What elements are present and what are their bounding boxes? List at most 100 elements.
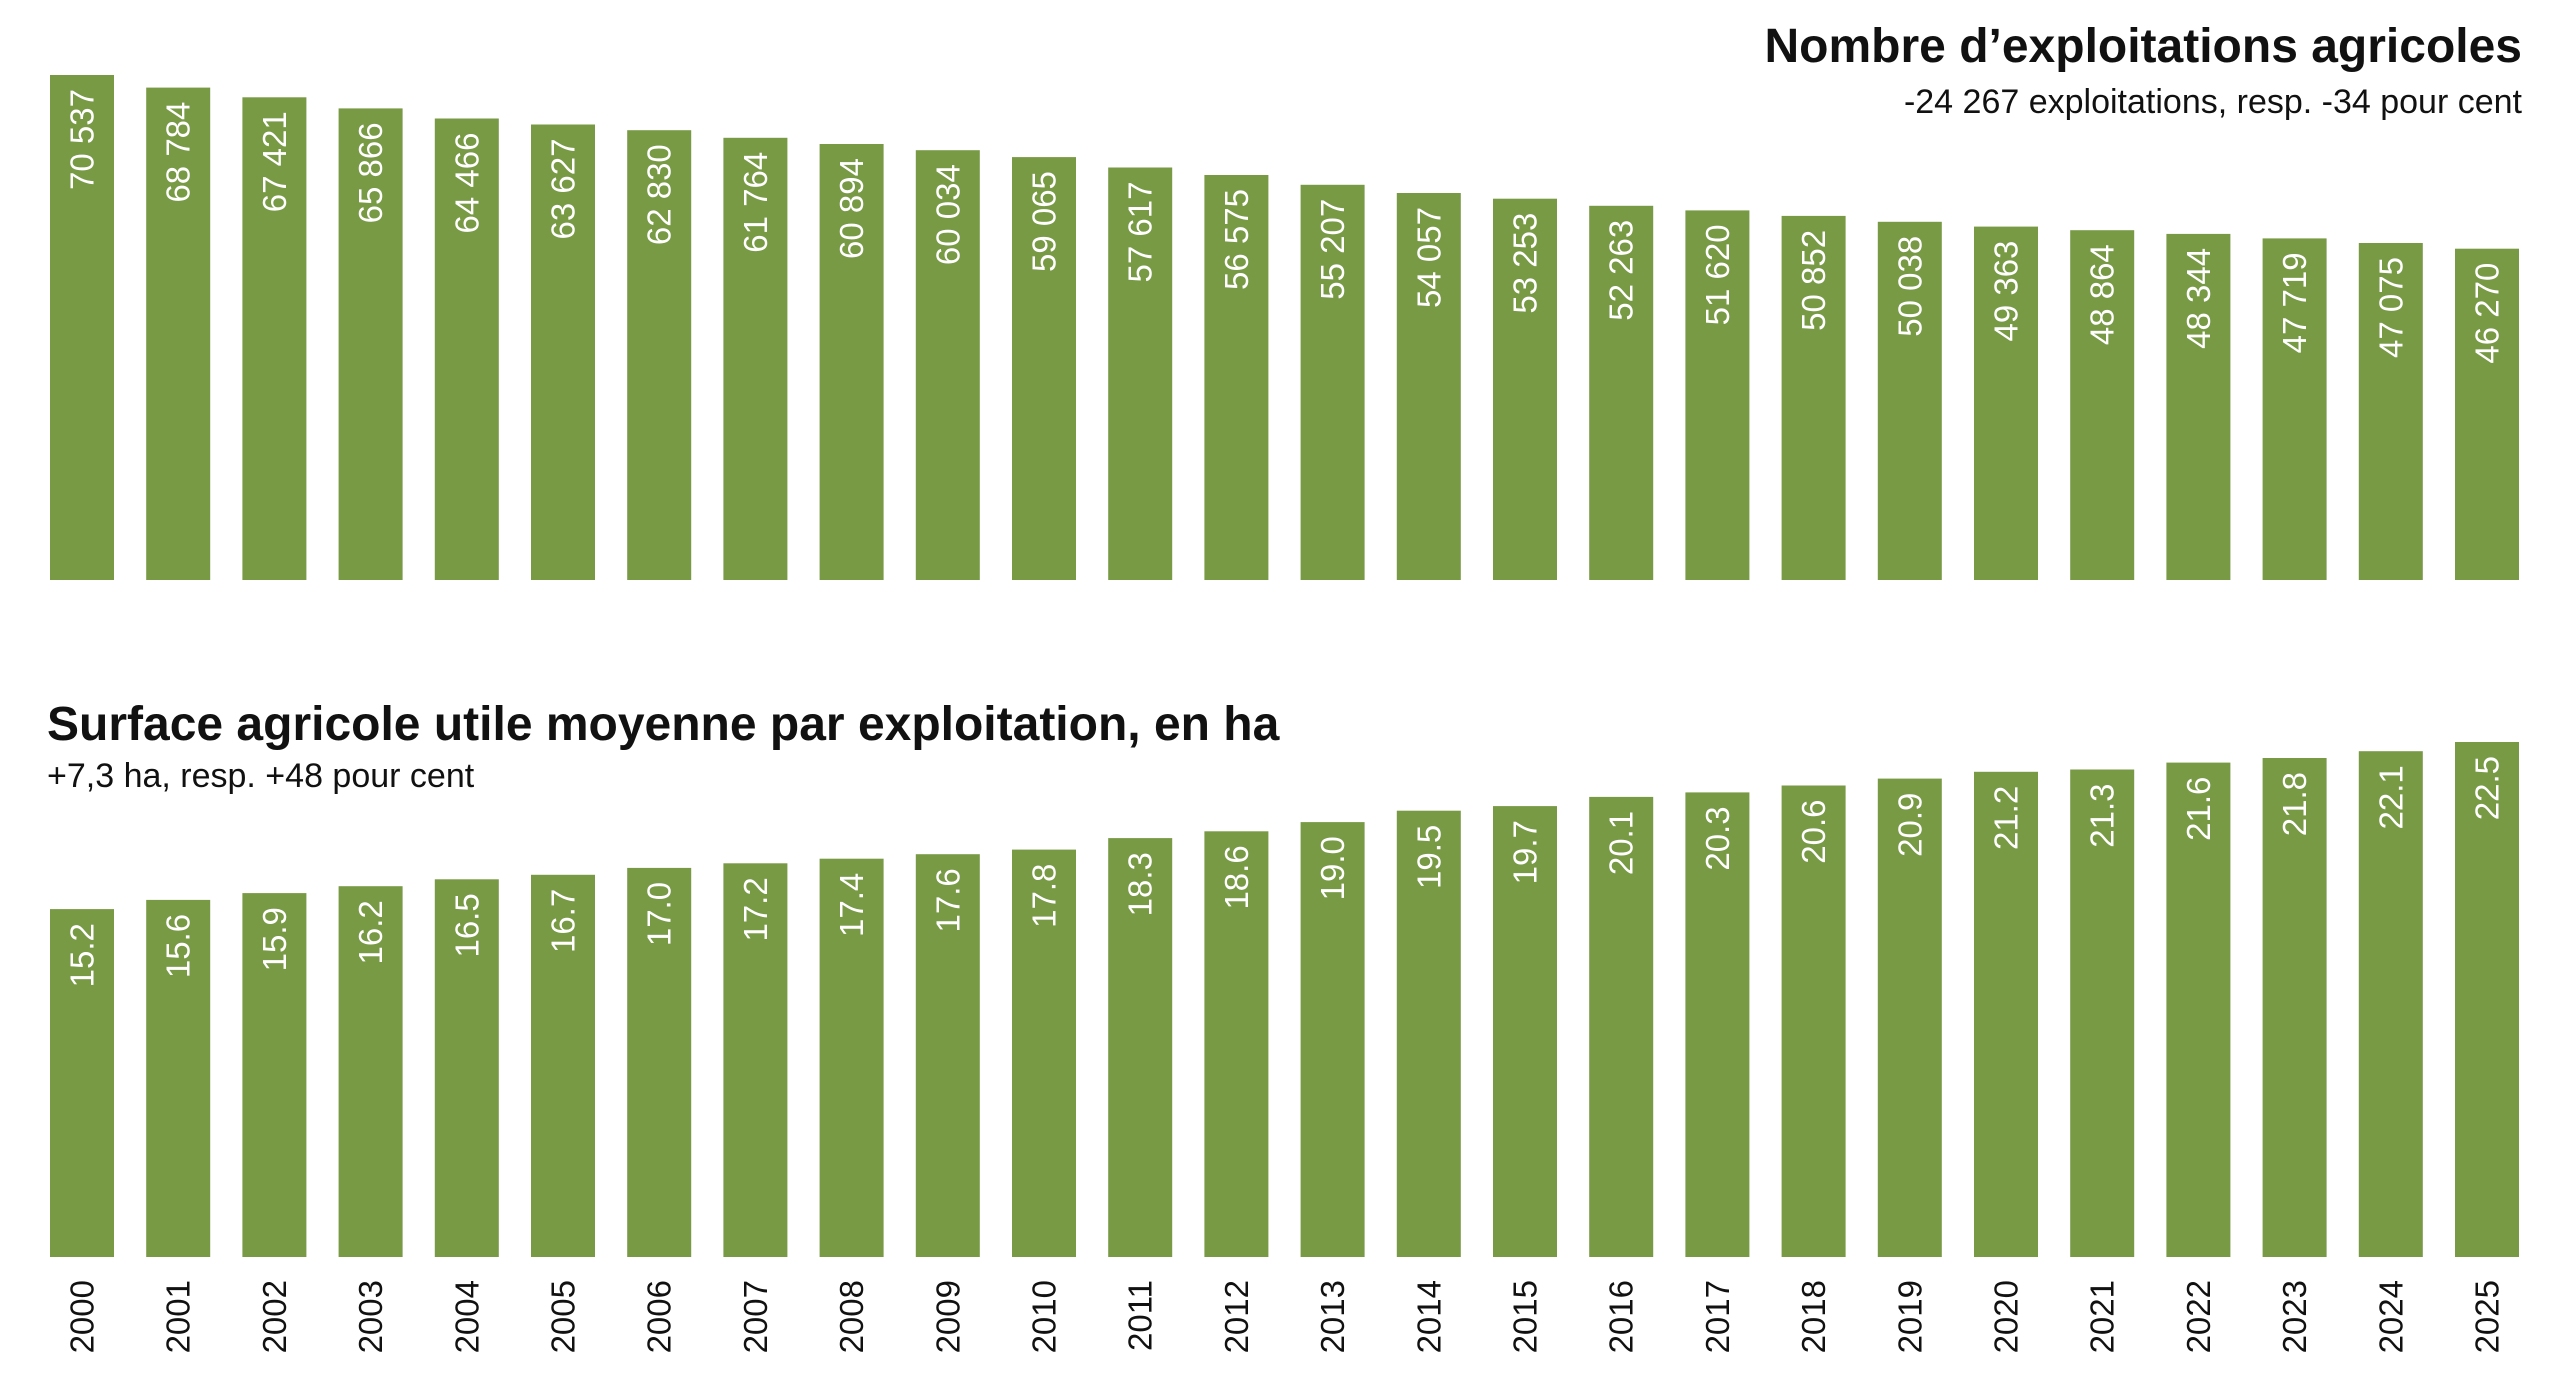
chart-exploitations-value-label: 67 421 (256, 111, 293, 212)
chart-exploitations-bar (338, 108, 403, 581)
chart-exploitations-bar (1781, 215, 1846, 580)
chart-surface-value-label: 21.2 (1988, 786, 2025, 850)
x-tick-label: 2015 (1507, 1280, 1544, 1353)
chart-exploitations-bar (1493, 198, 1557, 580)
x-tick-label: 2018 (1795, 1280, 1832, 1353)
x-tick-label: 2011 (1122, 1280, 1159, 1351)
x-tick-label: 2020 (1988, 1280, 2025, 1353)
chart-exploitations-value-label: 60 034 (929, 164, 966, 265)
chart-surface-bar (242, 893, 307, 1257)
chart-exploitations-subtitle: -24 267 exploitations, resp. -34 pour ce… (1904, 83, 2523, 121)
chart-surface-bar (1589, 796, 1654, 1257)
chart-surface-value-label: 21.6 (2180, 777, 2217, 841)
chart-surface-bar (2166, 762, 2231, 1257)
chart-surface-bar (1012, 849, 1076, 1257)
x-axis: 2000 2001 2002 2003 2004 2005 2006 2007 2008 2009… (64, 1280, 2506, 1353)
chart-exploitations-value-label: 50 038 (1891, 236, 1928, 337)
chart-exploitations-bar (2166, 233, 2231, 580)
chart-surface-value-label: 21.3 (2084, 784, 2121, 848)
x-tick-label: 2024 (2372, 1280, 2409, 1353)
chart-exploitations-bar (1012, 157, 1076, 580)
chart-exploitations-value-label: 48 344 (2180, 248, 2217, 349)
chart-exploitations-value-label: 55 207 (1314, 199, 1351, 300)
x-tick-label: 2005 (545, 1280, 582, 1353)
chart-surface-bars: 15.2 15.6 15.9 16.2 16.5 16.7 17.0 17.2 17.4 17.6… (50, 742, 2519, 1257)
chart-surface-bar (1396, 810, 1461, 1257)
chart-surface-value-label: 15.6 (160, 914, 197, 978)
chart-exploitations-value-label: 64 466 (448, 133, 485, 234)
chart-surface-bar (434, 879, 499, 1257)
chart-surface-bar (2455, 742, 2519, 1257)
chart-surface-value-label: 15.2 (64, 923, 101, 987)
chart-exploitations-bar (627, 130, 692, 580)
x-tick-label: 2003 (352, 1280, 389, 1353)
x-tick-label: 2010 (1026, 1280, 1063, 1353)
chart-exploitations-value-label: 62 830 (641, 144, 678, 245)
x-tick-label: 2009 (929, 1280, 966, 1353)
chart-surface-subtitle: +7,3 ha, resp. +48 pour cent (47, 757, 475, 795)
chart-exploitations-title: Nombre d’exploitations agricoles (1765, 20, 2523, 73)
chart-surface-value-label: 16.7 (545, 889, 582, 953)
x-tick-label: 2000 (64, 1280, 101, 1353)
chart-surface-bar (2358, 751, 2423, 1257)
x-tick-label: 2022 (2180, 1280, 2217, 1353)
chart-exploitations-bar (1685, 210, 1750, 580)
x-tick-label: 2001 (160, 1280, 197, 1353)
chart-surface-value-label: 21.8 (2276, 772, 2313, 836)
chart-exploitations-value-label: 49 363 (1988, 241, 2025, 342)
chart-surface-value-label: 16.5 (448, 893, 485, 957)
x-tick-label: 2019 (1891, 1280, 1928, 1353)
chart-exploitations-bar (1396, 193, 1461, 580)
x-tick-label: 2002 (256, 1280, 293, 1353)
chart-exploitations-value-label: 65 866 (352, 122, 389, 223)
chart-surface-bar (1974, 771, 2038, 1257)
chart-exploitations-value-label: 47 075 (2372, 257, 2409, 358)
chart-surface-value-label: 20.3 (1699, 806, 1736, 870)
chart-exploitations-bar (915, 150, 980, 580)
chart-exploitations-bar (1108, 167, 1173, 580)
chart-surface-value-label: 17.2 (737, 877, 774, 941)
chart-exploitations-bar (2358, 243, 2423, 580)
chart-surface: Surface agricole utile moyenne par explo… (47, 698, 2519, 1257)
chart-surface-bar (338, 886, 403, 1257)
chart-exploitations-bar (1877, 221, 1942, 581)
x-tick-label: 2004 (448, 1280, 485, 1353)
chart-exploitations-bar (146, 87, 211, 580)
chart-surface-bar (2070, 769, 2135, 1257)
chart-exploitations-bar (1974, 226, 2038, 580)
chart-surface-bar (146, 899, 211, 1257)
chart-exploitations-bar (723, 137, 788, 581)
x-tick-label: 2008 (833, 1280, 870, 1353)
chart-exploitations-bar (434, 118, 499, 580)
chart-exploitations-bar (2262, 238, 2327, 580)
chart-surface-bar (531, 874, 595, 1257)
chart-surface-bar (2262, 758, 2327, 1257)
x-tick-label: 2017 (1699, 1280, 1736, 1353)
chart-surface-bar (1108, 838, 1173, 1257)
chart-exploitations-bar (242, 97, 307, 581)
chart-surface-title: Surface agricole utile moyenne par explo… (47, 698, 1280, 751)
chart-exploitations-value-label: 54 057 (1410, 207, 1447, 308)
chart-exploitations-value-label: 56 575 (1218, 189, 1255, 290)
chart-exploitations-value-label: 57 617 (1122, 182, 1159, 283)
chart-exploitations-bar (819, 144, 884, 580)
chart-exploitations-bar (1300, 184, 1365, 581)
chart-surface-bar (915, 854, 980, 1257)
chart-surface-value-label: 20.1 (1603, 811, 1640, 875)
chart-exploitations-bar (531, 124, 595, 580)
chart-exploitations-bars: 70 537 68 784 67 421 65 866 64 466 63 627 62 8… (50, 75, 2519, 581)
chart-exploitations-value-label: 50 852 (1795, 230, 1832, 331)
chart-surface-value-label: 19.0 (1314, 836, 1351, 900)
chart-surface-bar (1493, 806, 1557, 1257)
x-tick-label: 2021 (2084, 1280, 2121, 1353)
chart-exploitations-value-label: 46 270 (2469, 263, 2506, 364)
chart-surface-bar (50, 909, 114, 1257)
chart-exploitations-value-label: 63 627 (545, 139, 582, 240)
chart-surface-value-label: 22.5 (2469, 756, 2506, 820)
chart-exploitations-bar (2070, 230, 2135, 580)
chart-exploitations-bar (1589, 205, 1654, 581)
chart-surface-bar (819, 858, 884, 1257)
x-tick-label: 2013 (1314, 1280, 1351, 1353)
chart-surface-bar (1781, 785, 1846, 1257)
